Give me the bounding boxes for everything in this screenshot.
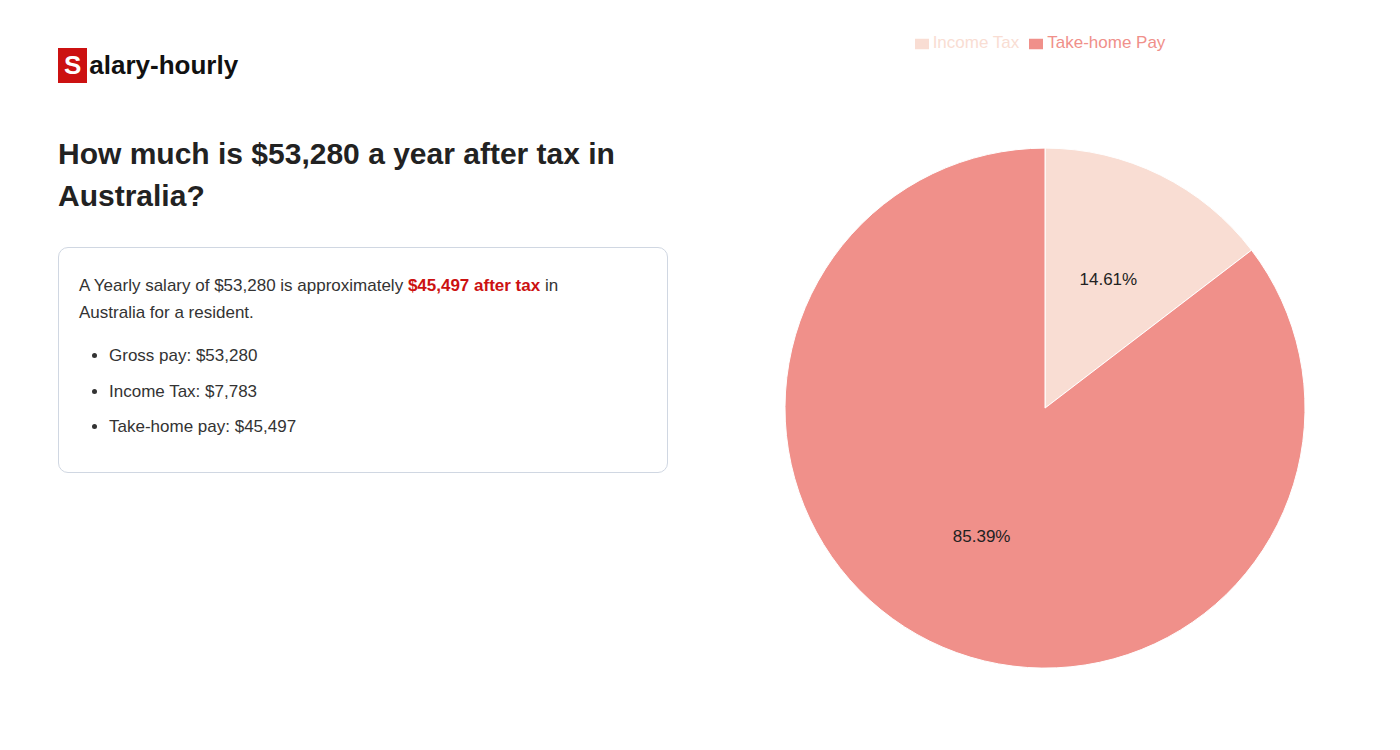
svg-text:85.39%: 85.39% (953, 527, 1011, 546)
html-text:Take-home Pay: Take-home Pay (1047, 33, 1166, 52)
html-text:Take-home pay: $45,497: Take-home pay: $45,497 (109, 416, 297, 436)
html-text:Gross pay: $53,280: Gross pay: $53,280 (109, 346, 258, 366)
svg-text:14.61%: 14.61% (1080, 270, 1138, 289)
html-text:Income Tax: $7,783: Income Tax: $7,783 (109, 381, 258, 401)
html-text:Australia?: Australia? (58, 179, 205, 212)
html-text:Australia for a resident.: Australia for a resident. (79, 303, 254, 323)
html-text:How much is $53,280 a year aft: How much is $53,280 a year after tax in (58, 137, 615, 170)
html-text:Income Tax: Income Tax (932, 33, 1020, 52)
html-text:S alary-hourly: S alary-hourly (64, 50, 239, 80)
html-text:A Yearly salary of $53,280 is: A Yearly salary of $53,280 is approximat… (79, 276, 559, 295)
